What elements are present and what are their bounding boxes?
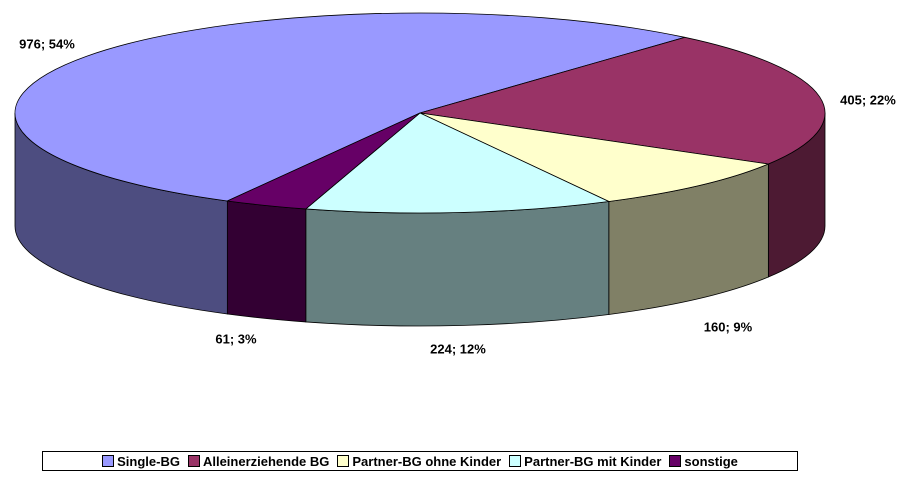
data-label: 976; 54% — [19, 36, 75, 51]
legend-item: Partner-BG mit Kinder — [509, 454, 661, 469]
legend-label: sonstige — [684, 453, 738, 469]
legend-label: Single-BG — [117, 453, 180, 469]
data-label: 405; 22% — [840, 92, 896, 107]
legend-label: Alleinerziehende BG — [202, 453, 330, 469]
legend-label: Partner-BG ohne Kinder — [352, 453, 502, 469]
legend-swatch — [187, 455, 200, 467]
legend-swatch — [509, 455, 522, 467]
slice-side — [305, 201, 610, 327]
legend: Single-BG Alleinerziehende BG Partner-BG o… — [42, 451, 798, 471]
legend-swatch — [337, 455, 350, 467]
slice — [14, 12, 685, 202]
data-label: 160; 9% — [704, 319, 753, 334]
legend-swatch — [669, 455, 682, 467]
legend-item: Partner-BG ohne Kinder — [337, 454, 501, 469]
slice — [419, 112, 770, 202]
data-label: 224; 12% — [430, 341, 486, 356]
legend-swatch — [102, 455, 115, 467]
pie-area: 976; 54% 405; 22% 160; 9% 224; 12% 61; 3% — [14, 12, 896, 356]
legend-item: sonstige — [669, 453, 738, 469]
slice — [419, 36, 826, 165]
legend-item: Single-BG — [102, 454, 180, 469]
slice-side — [226, 200, 307, 323]
slice — [304, 112, 611, 214]
legend-item: Alleinerziehende BG — [187, 453, 330, 469]
slice — [225, 112, 421, 210]
legend-label: Partner-BG mit Kinder — [524, 453, 662, 469]
data-label: 61; 3% — [215, 331, 257, 346]
